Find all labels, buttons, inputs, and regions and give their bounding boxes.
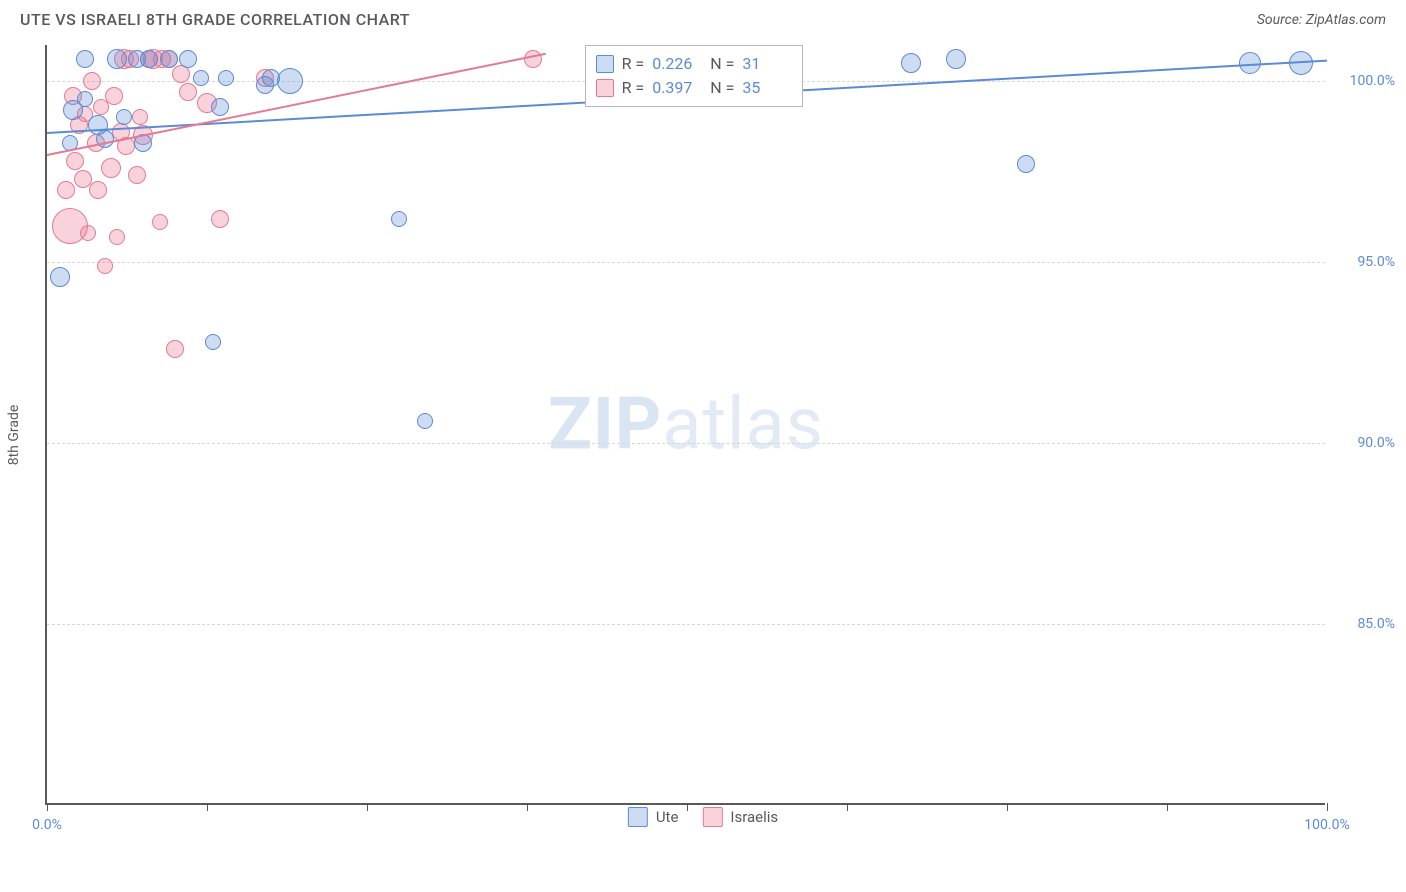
chart-header: UTE VS ISRAELI 8TH GRADE CORRELATION CHA… [0, 0, 1406, 35]
data-point-israelis [132, 109, 148, 125]
watermark-light: atlas [662, 382, 824, 467]
watermark-bold: ZIP [548, 382, 662, 467]
data-point-ute [901, 53, 921, 73]
x-tick [207, 803, 208, 811]
legend-label-israelis: Israelis [730, 808, 778, 826]
y-tick-label: 90.0% [1335, 435, 1395, 451]
x-tick [367, 803, 368, 811]
data-point-ute [50, 267, 70, 287]
data-point-israelis [89, 181, 107, 199]
data-point-ute [77, 91, 93, 107]
data-point-ute [211, 98, 229, 116]
stat-r-label: R = [622, 76, 645, 100]
data-point-israelis [152, 214, 168, 230]
gridline [47, 262, 1325, 263]
data-point-israelis [57, 181, 75, 199]
stat-swatch-israelis [596, 79, 614, 97]
legend-label-ute: Ute [656, 808, 679, 826]
data-point-ute [76, 50, 94, 68]
data-point-israelis [179, 83, 197, 101]
data-point-israelis [80, 225, 96, 241]
data-point-ute [218, 70, 234, 86]
x-tick [1007, 803, 1008, 811]
legend-swatch-israelis [702, 807, 722, 827]
stat-r-value: 0.397 [652, 76, 702, 100]
data-point-ute [1017, 155, 1035, 173]
y-tick-label: 100.0% [1335, 73, 1395, 89]
data-point-ute [160, 50, 178, 68]
stat-box: R = 0.226 N = 31 R = 0.397 N = 35 [585, 45, 804, 107]
x-tick [1167, 803, 1168, 811]
y-tick-label: 95.0% [1335, 254, 1395, 270]
data-point-ute [193, 70, 209, 86]
stat-n-value: 35 [742, 76, 792, 100]
x-tick-label: 100.0% [1304, 817, 1349, 833]
data-point-israelis [66, 152, 84, 170]
legend: Ute Israelis [628, 807, 778, 827]
data-point-ute [116, 109, 132, 125]
chart-source: Source: ZipAtlas.com [1257, 12, 1386, 28]
chart-area: 8th Grade ZIPatlas 85.0%90.0%95.0%100.0%… [0, 35, 1406, 835]
plot-region: ZIPatlas 85.0%90.0%95.0%100.0%0.0%100.0%… [45, 45, 1325, 805]
y-tick-label: 85.0% [1335, 616, 1395, 632]
data-point-ute [277, 68, 303, 94]
data-point-israelis [166, 340, 184, 358]
data-point-israelis [83, 72, 101, 90]
data-point-ute [417, 413, 433, 429]
y-axis-label: 8th Grade [6, 405, 22, 466]
data-point-israelis [109, 229, 125, 245]
legend-item-ute: Ute [628, 807, 679, 827]
data-point-israelis [211, 210, 229, 228]
x-tick [1327, 803, 1328, 811]
stat-row-israelis: R = 0.397 N = 35 [596, 76, 793, 100]
stat-r-label: R = [622, 52, 645, 76]
x-tick [847, 803, 848, 811]
stat-row-ute: R = 0.226 N = 31 [596, 52, 793, 76]
data-point-ute [205, 334, 221, 350]
gridline [47, 443, 1325, 444]
data-point-israelis [101, 158, 121, 178]
chart-title: UTE VS ISRAELI 8TH GRADE CORRELATION CHA… [20, 10, 410, 29]
data-point-ute [179, 50, 197, 68]
gridline [47, 624, 1325, 625]
data-point-israelis [105, 87, 123, 105]
stat-r-value: 0.226 [652, 52, 702, 76]
x-tick [47, 803, 48, 811]
data-point-ute [140, 50, 158, 68]
data-point-israelis [97, 258, 113, 274]
legend-item-israelis: Israelis [702, 807, 778, 827]
data-point-ute [391, 211, 407, 227]
stat-n-value: 31 [742, 52, 792, 76]
data-point-israelis [128, 166, 146, 184]
x-tick-label: 0.0% [32, 817, 62, 833]
stat-n-label: N = [710, 76, 734, 100]
data-point-ute [946, 49, 966, 69]
stat-n-label: N = [710, 52, 734, 76]
watermark: ZIPatlas [548, 382, 824, 467]
legend-swatch-ute [628, 807, 648, 827]
data-point-ute [107, 49, 127, 69]
x-tick [527, 803, 528, 811]
stat-swatch-ute [596, 55, 614, 73]
